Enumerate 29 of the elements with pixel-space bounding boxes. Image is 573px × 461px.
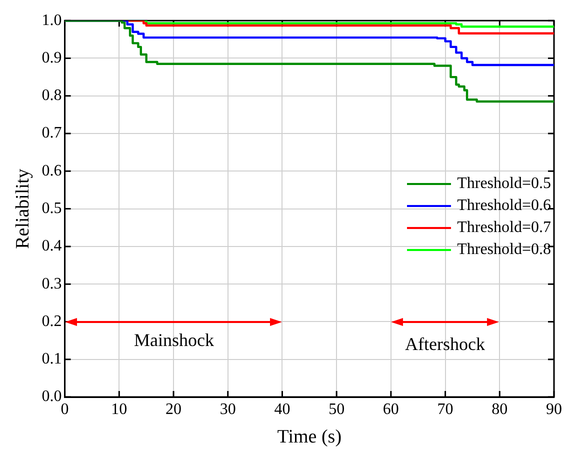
y-tick-label: 0.0 (42, 388, 62, 406)
x-tick-label: 40 (274, 400, 290, 418)
annotation: Aftershock (405, 334, 485, 355)
y-tick-label: 0.8 (42, 87, 62, 104)
x-tick-label: 80 (492, 400, 508, 418)
y-tick-label: 1.0 (42, 12, 62, 29)
x-tick-label: 60 (382, 400, 399, 418)
x-tick-label: 50 (328, 400, 345, 418)
y-tick-label: 0.2 (42, 312, 62, 330)
y-tick-label: 0.3 (42, 275, 62, 292)
y-tick-label: 0.4 (42, 238, 62, 255)
legend-label: Threshold=0.8 (457, 240, 551, 260)
legend-label: Threshold=0.6 (457, 196, 551, 216)
x-axis-title: Time (s) (277, 426, 342, 448)
legend-label: Threshold=0.7 (457, 218, 551, 238)
y-tick-label: 0.5 (42, 200, 62, 218)
y-tick-label: 0.1 (42, 350, 62, 368)
x-tick-label: 30 (220, 400, 236, 418)
x-tick-label: 70 (437, 400, 454, 418)
x-tick-label: 0 (60, 400, 69, 418)
y-tick-label: 0.9 (42, 49, 62, 66)
x-tick-label: 90 (546, 400, 562, 418)
annotation: Mainshock (134, 330, 214, 351)
x-tick-label: 20 (166, 400, 182, 418)
y-axis-title: Reliability (12, 168, 34, 249)
y-tick-label: 0.6 (42, 162, 62, 180)
x-tick-label: 10 (111, 400, 128, 418)
legend-label: Threshold=0.5 (457, 174, 551, 194)
y-tick-label: 0.7 (42, 124, 62, 142)
